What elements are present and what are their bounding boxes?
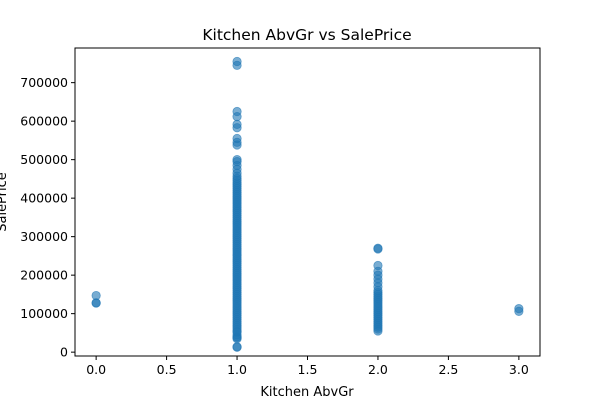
data-point [232,106,242,117]
y-tick-label: 700000 [20,75,68,90]
x-tick-label: 2.0 [368,362,388,377]
data-point [232,155,242,165]
plot-frame [74,47,541,357]
y-tick-label: 200000 [20,268,68,283]
chart-title: Kitchen AbvGr vs SalePrice [202,26,411,44]
y-tick-label: 100000 [20,306,68,321]
x-tick-label: 0.0 [86,362,106,377]
data-point [373,243,383,253]
data-point [232,56,242,67]
data-point [232,342,242,352]
x-axis: 0.0 0.5 1.0 1.5 2.0 2.5 3.0 [86,356,529,377]
data-point [232,133,242,144]
data-point [91,290,101,301]
y-axis-label: SalePrice [0,172,10,232]
y-axis: 0 100000 200000 300000 400000 500000 600000 700… [20,75,75,360]
x-tick-label: 0.5 [157,362,177,377]
y-tick-label: 0 [60,345,68,360]
y-tick-label: 600000 [20,114,68,129]
y-tick-label: 300000 [20,229,68,244]
data-point [232,119,242,129]
points-layer [91,56,524,352]
x-tick-label: 1.0 [227,362,247,377]
y-tick-label: 500000 [20,152,68,167]
x-tick-label: 3.0 [509,362,529,377]
x-tick-label: 2.5 [438,362,458,377]
data-point [514,304,524,314]
data-point [373,260,383,271]
x-tick-label: 1.5 [298,362,318,377]
x-axis-label: Kitchen AbvGr [260,385,354,400]
y-tick-label: 400000 [20,191,68,206]
